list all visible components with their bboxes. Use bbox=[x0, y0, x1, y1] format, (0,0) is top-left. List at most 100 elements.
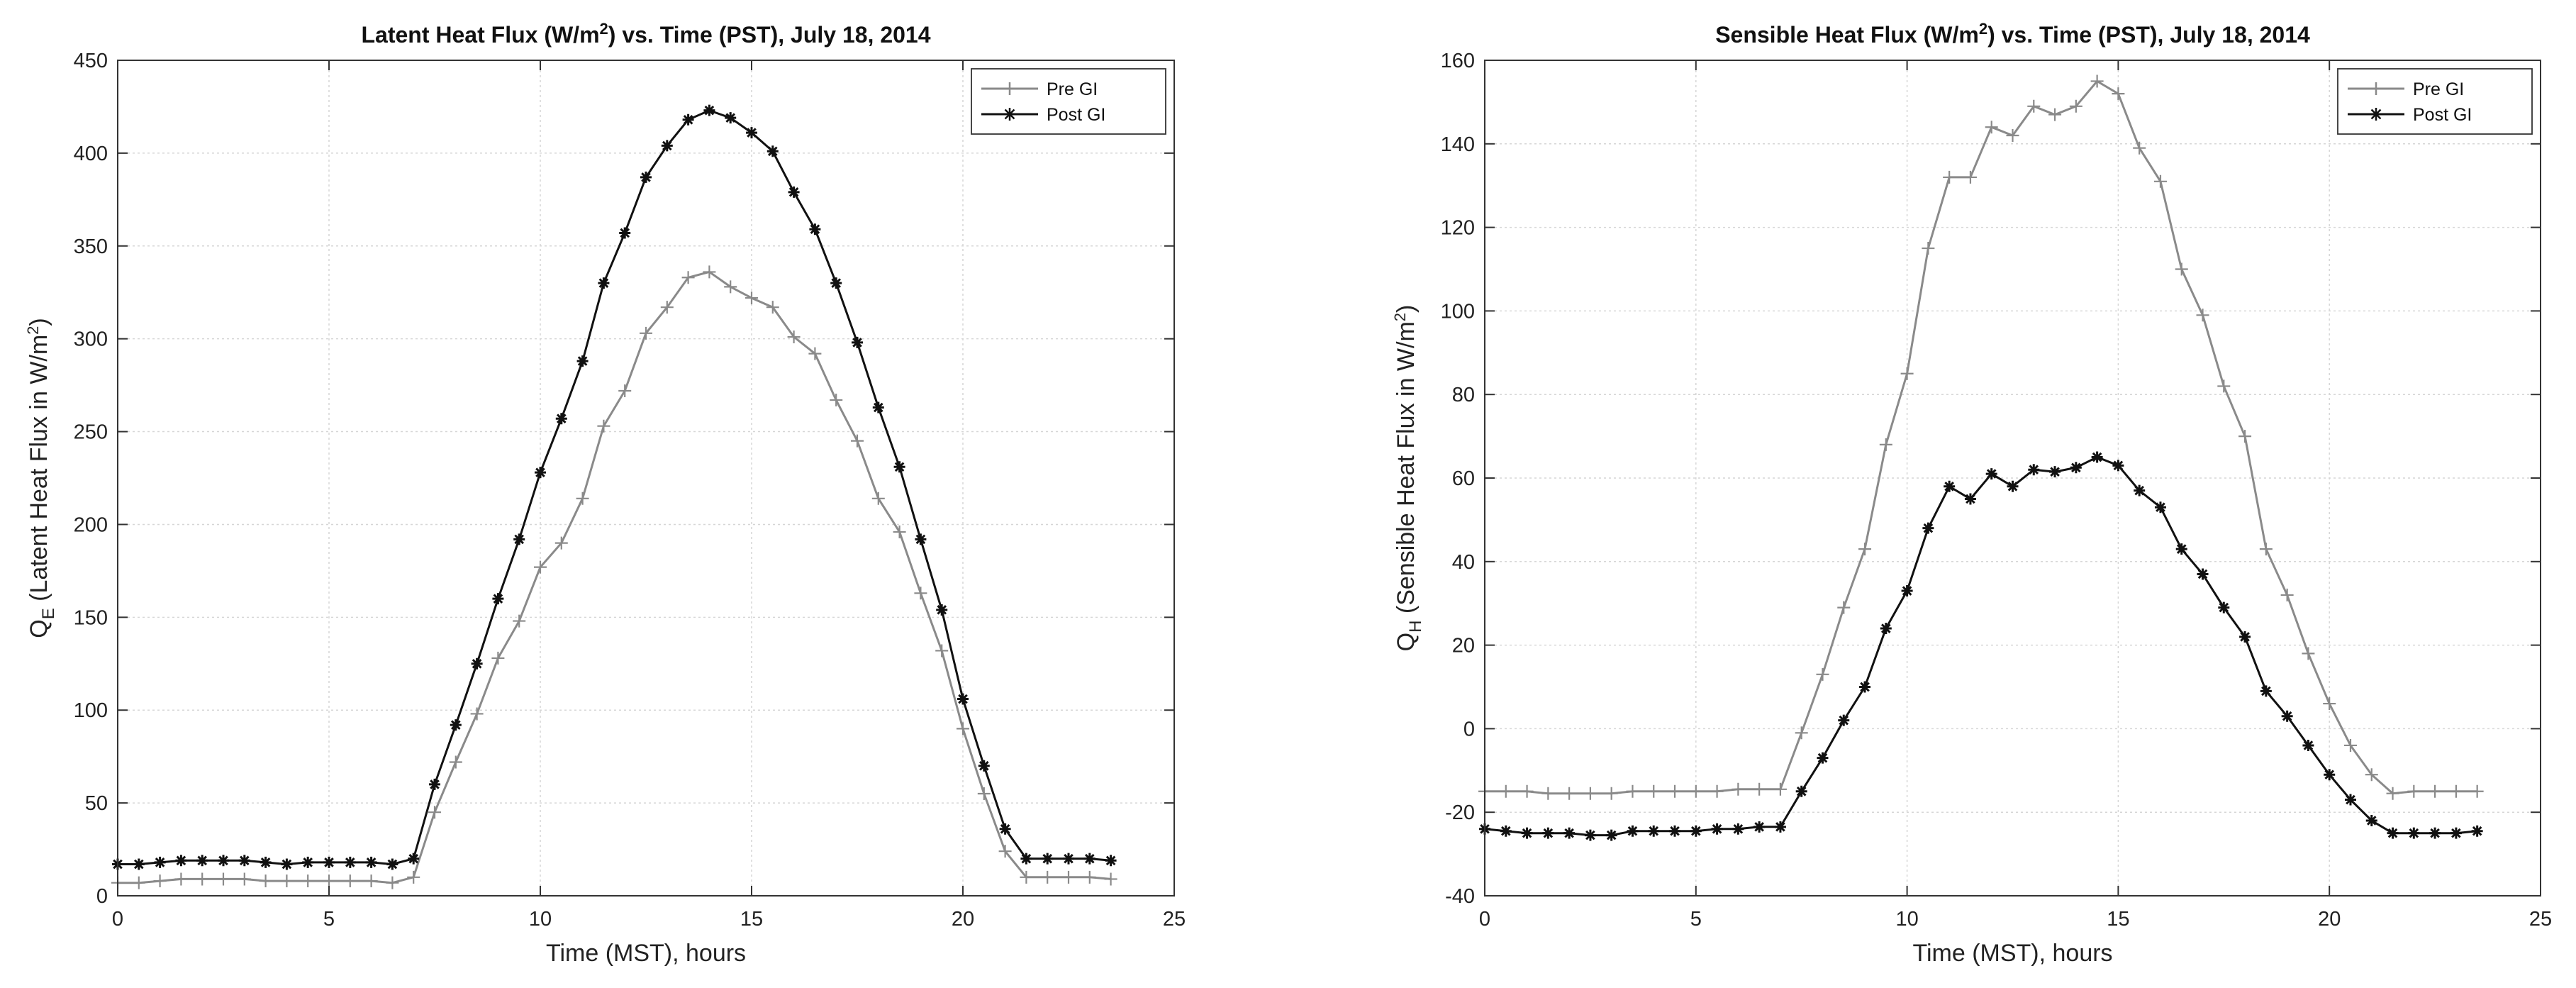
data-point-post-gi bbox=[682, 113, 694, 126]
data-point-post-gi bbox=[640, 171, 652, 183]
data-point-pre-gi bbox=[830, 394, 843, 407]
data-point-pre-gi bbox=[1668, 784, 1682, 798]
data-point-pre-gi bbox=[640, 326, 652, 340]
data-point-post-gi bbox=[408, 853, 420, 865]
data-point-post-gi bbox=[1922, 522, 1934, 534]
data-point-post-gi bbox=[471, 657, 483, 670]
data-point-post-gi bbox=[492, 593, 504, 605]
data-point-pre-gi bbox=[1710, 784, 1724, 798]
x-tick-label: 5 bbox=[1690, 908, 1702, 931]
data-point-pre-gi bbox=[513, 614, 526, 628]
data-point-post-gi bbox=[2175, 543, 2187, 555]
y-tick-label: 350 bbox=[74, 235, 108, 258]
data-point-pre-gi bbox=[2365, 768, 2378, 782]
data-point-post-gi bbox=[915, 533, 927, 545]
data-point-pre-gi bbox=[2386, 787, 2399, 800]
data-point-post-gi bbox=[2281, 710, 2293, 722]
data-point-pre-gi bbox=[1773, 782, 1787, 796]
data-point-pre-gi bbox=[1083, 870, 1096, 884]
legend-box bbox=[2337, 68, 2533, 135]
x-tick-label: 20 bbox=[952, 908, 974, 931]
data-point-post-gi bbox=[2429, 827, 2441, 839]
legend-label-pre-gi: Pre GI bbox=[2413, 79, 2464, 99]
y-tick-label: 50 bbox=[85, 792, 108, 815]
y-tick-label: 80 bbox=[1452, 384, 1475, 406]
axes-box bbox=[117, 60, 1175, 897]
data-point-pre-gi bbox=[957, 722, 969, 736]
data-point-pre-gi bbox=[808, 347, 822, 360]
data-point-post-gi bbox=[1753, 821, 1766, 833]
data-point-pre-gi bbox=[1626, 784, 1639, 798]
data-point-post-gi bbox=[2070, 462, 2082, 474]
x-tick-label: 25 bbox=[2529, 908, 2552, 931]
data-point-pre-gi bbox=[576, 492, 589, 505]
data-point-post-gi bbox=[1859, 681, 1871, 693]
y-tick-label: 450 bbox=[74, 50, 108, 72]
data-point-pre-gi bbox=[301, 875, 315, 888]
chart-title: Sensible Heat Flux (W/m2) vs. Time (PST)… bbox=[1715, 20, 2310, 48]
data-point-post-gi bbox=[1901, 585, 1913, 597]
data-point-post-gi bbox=[535, 467, 546, 479]
data-point-post-gi bbox=[619, 227, 631, 239]
data-point-post-gi bbox=[1542, 827, 1554, 839]
data-point-pre-gi bbox=[238, 872, 251, 886]
data-point-pre-gi bbox=[1647, 784, 1661, 798]
data-point-post-gi bbox=[281, 858, 293, 870]
data-point-pre-gi bbox=[2449, 784, 2463, 798]
data-point-pre-gi bbox=[2090, 74, 2104, 88]
data-point-post-gi bbox=[1985, 468, 1997, 480]
data-point-post-gi bbox=[852, 336, 863, 348]
y-tick-label: 250 bbox=[74, 421, 108, 444]
x-tick-label: 10 bbox=[1895, 908, 1918, 931]
data-point-post-gi bbox=[2218, 601, 2230, 614]
data-point-pre-gi bbox=[1753, 782, 1766, 796]
data-point-post-gi bbox=[302, 856, 314, 868]
data-point-pre-gi bbox=[1605, 787, 1618, 800]
data-point-post-gi bbox=[2365, 814, 2377, 826]
sensible-heat-flux-chart: 0 5 10 15 20 25 -40 -20 0 20 40 60 80 100 120 140 160 Sen… bbox=[1391, 20, 2552, 967]
data-point-pre-gi bbox=[703, 265, 716, 279]
chart-title: Latent Heat Flux (W/m2) vs. Time (PST), … bbox=[362, 20, 931, 48]
legend-marker-post-gi bbox=[2370, 108, 2382, 121]
data-point-post-gi bbox=[2344, 794, 2356, 806]
data-point-pre-gi bbox=[2153, 174, 2167, 188]
data-point-pre-gi bbox=[470, 707, 484, 721]
latent-heat-flux-chart: 0 5 10 15 20 25050100150200250300350400450Lat… bbox=[24, 20, 1186, 967]
data-point-pre-gi bbox=[1563, 787, 1576, 800]
data-point-post-gi bbox=[2408, 827, 2420, 839]
data-point-post-gi bbox=[2028, 464, 2040, 476]
legend-label-post-gi: Post GI bbox=[1047, 105, 1105, 125]
data-point-pre-gi bbox=[1041, 870, 1054, 884]
x-tick-label: 25 bbox=[1163, 908, 1186, 931]
legend-marker-pre-gi bbox=[2370, 82, 2382, 95]
y-tick-label: 0 bbox=[1463, 718, 1475, 740]
data-point-pre-gi bbox=[2323, 697, 2336, 711]
legend-box bbox=[971, 68, 1166, 135]
legend-label-pre-gi: Pre GI bbox=[1047, 79, 1098, 99]
x-tick-label: 0 bbox=[112, 908, 123, 931]
data-point-post-gi bbox=[809, 223, 821, 235]
data-point-pre-gi bbox=[1943, 170, 1956, 184]
data-point-post-gi bbox=[365, 856, 377, 868]
data-point-post-gi bbox=[196, 855, 208, 867]
data-point-pre-gi bbox=[2133, 141, 2146, 155]
data-point-pre-gi bbox=[2112, 87, 2125, 101]
data-point-pre-gi bbox=[1499, 784, 1512, 798]
data-point-pre-gi bbox=[2280, 588, 2294, 601]
data-point-pre-gi bbox=[914, 587, 927, 600]
y-axis-label: QH (Sensible Heat Flux in W/m2) bbox=[1391, 305, 1425, 652]
legend-marker-post-gi bbox=[1003, 108, 1016, 121]
x-axis-label: Time (MST), hours bbox=[546, 940, 746, 967]
data-point-pre-gi bbox=[1985, 121, 1998, 134]
data-point-pre-gi bbox=[2470, 784, 2484, 798]
data-point-post-gi bbox=[725, 112, 737, 124]
data-point-post-gi bbox=[1042, 853, 1054, 865]
data-point-post-gi bbox=[2324, 769, 2336, 781]
data-point-post-gi bbox=[598, 277, 610, 289]
data-point-pre-gi bbox=[1837, 601, 1851, 614]
data-point-post-gi bbox=[2197, 568, 2209, 580]
data-point-pre-gi bbox=[174, 872, 188, 886]
data-point-post-gi bbox=[788, 186, 800, 198]
data-point-post-gi bbox=[978, 760, 990, 772]
